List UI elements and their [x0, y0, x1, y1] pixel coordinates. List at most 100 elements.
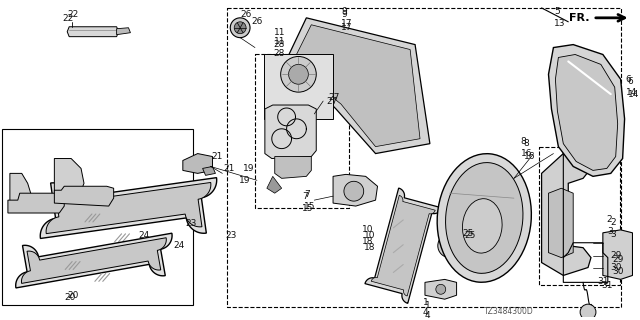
Text: 15: 15 — [303, 204, 314, 212]
Circle shape — [443, 239, 456, 253]
Text: 3: 3 — [607, 227, 612, 236]
Circle shape — [580, 304, 596, 320]
Bar — [2, 129, 193, 305]
Text: 6: 6 — [628, 77, 634, 86]
Circle shape — [436, 284, 445, 294]
Polygon shape — [278, 108, 296, 126]
Polygon shape — [22, 238, 166, 284]
Polygon shape — [556, 54, 618, 171]
Text: 9: 9 — [341, 7, 347, 16]
Text: 20: 20 — [64, 293, 76, 302]
Circle shape — [438, 234, 461, 258]
Text: 8: 8 — [524, 139, 529, 148]
Polygon shape — [40, 178, 217, 238]
Polygon shape — [54, 158, 84, 198]
Text: 28: 28 — [274, 49, 285, 58]
Polygon shape — [54, 186, 114, 206]
Bar — [539, 147, 620, 285]
Ellipse shape — [437, 154, 531, 282]
Ellipse shape — [445, 163, 523, 273]
Polygon shape — [425, 279, 456, 299]
Text: 16: 16 — [521, 149, 532, 158]
Polygon shape — [46, 182, 211, 234]
Text: 19: 19 — [243, 164, 255, 173]
Text: 22: 22 — [67, 10, 79, 20]
Text: 24: 24 — [138, 231, 150, 240]
Text: 23: 23 — [225, 231, 237, 240]
Text: 15: 15 — [305, 202, 316, 211]
Polygon shape — [10, 173, 31, 208]
Text: 8: 8 — [521, 137, 527, 146]
Circle shape — [230, 18, 250, 38]
Text: 21: 21 — [211, 152, 223, 161]
Polygon shape — [67, 27, 118, 37]
Text: 11: 11 — [274, 28, 285, 37]
Text: 30: 30 — [611, 263, 622, 272]
Polygon shape — [603, 230, 632, 279]
Text: 7: 7 — [303, 192, 308, 201]
Polygon shape — [333, 174, 378, 206]
Text: 29: 29 — [611, 251, 622, 260]
Circle shape — [281, 56, 316, 92]
Text: 25: 25 — [465, 231, 476, 240]
Text: 10: 10 — [362, 225, 373, 234]
Text: 18: 18 — [364, 243, 375, 252]
Polygon shape — [287, 119, 307, 139]
Text: 27: 27 — [328, 92, 339, 101]
Polygon shape — [287, 18, 430, 154]
Text: 9: 9 — [341, 10, 347, 20]
Text: 2: 2 — [611, 219, 616, 228]
Polygon shape — [8, 193, 64, 213]
Text: 31: 31 — [601, 281, 612, 290]
Polygon shape — [548, 188, 573, 258]
Text: 17: 17 — [341, 23, 353, 32]
Text: 31: 31 — [597, 277, 609, 286]
Polygon shape — [272, 129, 292, 148]
Polygon shape — [116, 28, 131, 35]
Text: 25: 25 — [463, 229, 474, 238]
Polygon shape — [292, 25, 420, 147]
Text: 4: 4 — [425, 310, 431, 320]
Ellipse shape — [463, 199, 502, 253]
Circle shape — [344, 181, 364, 201]
Text: 22: 22 — [62, 14, 74, 23]
Polygon shape — [365, 188, 442, 303]
Text: 11: 11 — [274, 37, 285, 46]
Circle shape — [234, 22, 246, 34]
Text: 3: 3 — [611, 230, 616, 239]
Text: 27: 27 — [326, 97, 337, 106]
Polygon shape — [267, 176, 282, 193]
Bar — [264, 54, 333, 119]
Text: 4: 4 — [423, 308, 429, 316]
Text: 13: 13 — [554, 19, 566, 28]
Text: 1: 1 — [423, 298, 429, 307]
Bar — [255, 54, 349, 208]
Text: 1: 1 — [425, 301, 431, 310]
Text: 26: 26 — [251, 17, 262, 26]
Polygon shape — [203, 166, 216, 175]
Text: 21: 21 — [223, 164, 235, 173]
Text: 14: 14 — [625, 88, 637, 97]
Polygon shape — [371, 196, 435, 296]
Polygon shape — [16, 233, 172, 288]
Text: 20: 20 — [67, 291, 79, 300]
Bar — [227, 8, 621, 307]
Polygon shape — [275, 156, 311, 178]
Text: 17: 17 — [341, 19, 353, 28]
Text: 6: 6 — [625, 75, 631, 84]
Text: 29: 29 — [612, 255, 624, 264]
Text: 2: 2 — [607, 215, 612, 224]
Text: 10: 10 — [364, 231, 375, 240]
Text: 26: 26 — [240, 10, 252, 20]
Text: 16: 16 — [524, 152, 535, 161]
Circle shape — [289, 64, 308, 84]
Text: 19: 19 — [239, 176, 251, 185]
Text: 24: 24 — [173, 241, 184, 250]
Text: 5: 5 — [554, 7, 560, 16]
Text: 23: 23 — [186, 220, 197, 228]
Text: FR.: FR. — [568, 13, 589, 23]
Text: 7: 7 — [305, 190, 310, 199]
Polygon shape — [548, 44, 625, 176]
Text: 30: 30 — [612, 267, 624, 276]
Polygon shape — [541, 154, 591, 276]
